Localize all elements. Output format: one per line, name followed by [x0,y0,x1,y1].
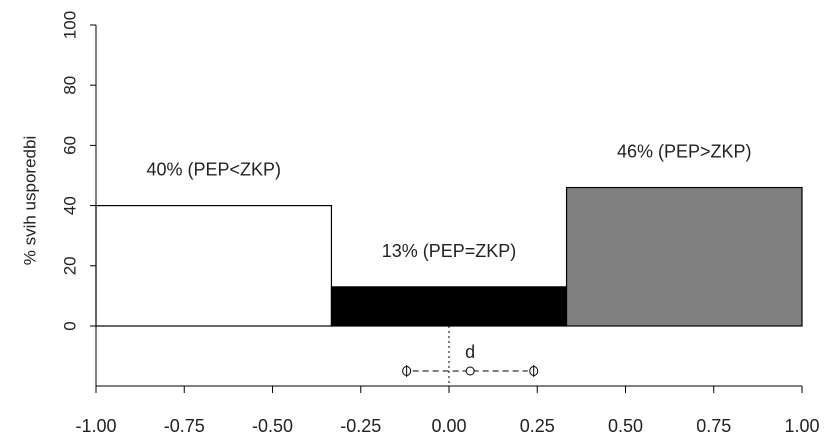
y-tick-label-1: 20 [61,256,80,275]
x-tick-label-7: 0.75 [696,416,731,436]
y-tick-label-0: 0 [61,321,80,330]
bar-label-2: 46% (PEP>ZKP) [617,142,752,162]
y-tick-label-5: 100 [61,11,80,39]
x-tick-label-6: 0.50 [608,416,643,436]
estimate-point [465,366,475,376]
x-tick-label-0: -1.00 [75,416,116,436]
x-tick-label-1: -0.75 [164,416,205,436]
bar-label-0: 40% (PEP<ZKP) [146,160,281,180]
y-tick-label-4: 80 [61,76,80,95]
x-tick-label-2: -0.50 [252,416,293,436]
bar-1 [330,286,568,327]
y-tick-label-2: 40 [61,196,80,215]
x-tick-label-4: 0.00 [431,416,466,436]
bar-2 [565,186,803,327]
bar-label-1: 13% (PEP=ZKP) [382,241,517,261]
x-tick-label-5: 0.25 [520,416,555,436]
bar-0 [95,205,333,327]
y-tick-label-3: 60 [61,136,80,155]
estimate-label: d [465,342,475,362]
x-tick-label-8: 1.00 [784,416,819,436]
x-tick-label-3: -0.25 [340,416,381,436]
y-axis-label: % svih usporedbi [21,136,40,265]
